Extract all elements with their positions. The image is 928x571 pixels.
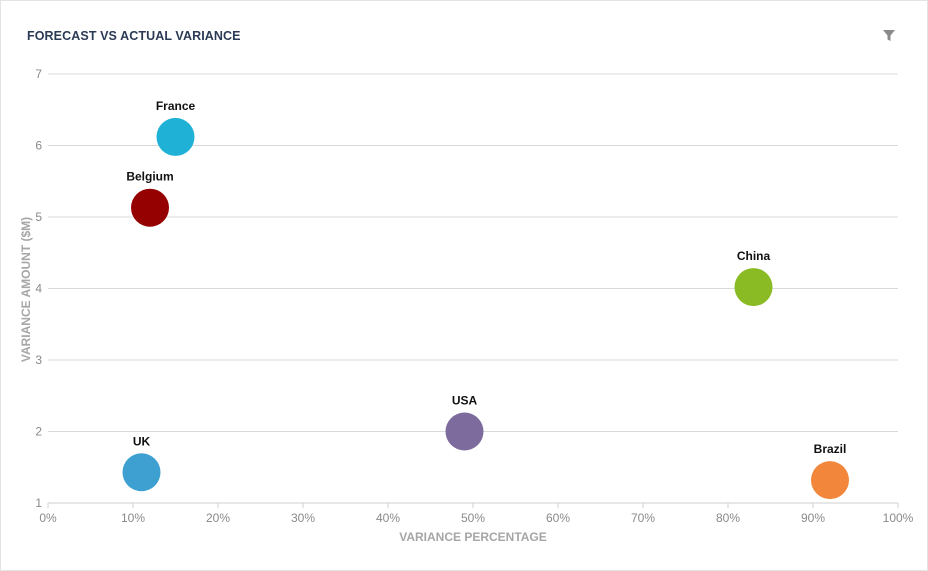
x-tick-label: 40% — [376, 511, 400, 525]
x-tick-label: 60% — [546, 511, 570, 525]
x-axis: 0% 10% 20% 30% 40% 50% 60% 70% 80% 90% 100% — [39, 502, 914, 525]
y-tick-label: 4 — [35, 282, 42, 296]
y-tick-label: 5 — [35, 210, 42, 224]
data-label-china: China — [737, 249, 771, 263]
x-tick-label: 0% — [39, 511, 57, 525]
x-tick-label: 20% — [206, 511, 230, 525]
data-point-france[interactable] — [156, 117, 195, 156]
y-axis: 1 2 3 4 5 6 7 — [35, 67, 42, 510]
x-tick-label: 100% — [883, 511, 914, 525]
x-axis-title: VARIANCE PERCENTAGE — [399, 530, 547, 544]
x-tick-label: 10% — [121, 511, 145, 525]
y-tick-label: 1 — [35, 496, 42, 510]
x-tick-label: 70% — [631, 511, 655, 525]
data-point-usa[interactable] — [445, 412, 484, 451]
data-point-uk[interactable] — [122, 453, 161, 492]
y-axis-title: VARIANCE AMOUNT ($M) — [19, 217, 33, 362]
x-tick-label: 80% — [716, 511, 740, 525]
data-label-brazil: Brazil — [814, 442, 847, 456]
y-tick-label: 3 — [35, 353, 42, 367]
data-label-belgium: Belgium — [126, 170, 173, 184]
y-tick-label: 7 — [35, 67, 42, 81]
x-tick-label: 50% — [461, 511, 485, 525]
chart-title: FORECAST VS ACTUAL VARIANCE — [27, 29, 241, 43]
data-label-france: France — [156, 99, 196, 113]
data-point-china[interactable] — [734, 268, 773, 307]
y-tick-label: 2 — [35, 425, 42, 439]
data-label-uk: UK — [133, 434, 151, 448]
x-tick-label: 30% — [291, 511, 315, 525]
data-point-belgium[interactable] — [131, 188, 169, 227]
data-point-brazil[interactable] — [811, 461, 849, 500]
x-tick-label: 90% — [801, 511, 825, 525]
data-label-usa: USA — [452, 394, 478, 408]
data-points: France Belgium China USA UK Brazil — [122, 99, 849, 500]
y-tick-label: 6 — [35, 139, 42, 153]
filter-icon[interactable] — [883, 30, 895, 42]
